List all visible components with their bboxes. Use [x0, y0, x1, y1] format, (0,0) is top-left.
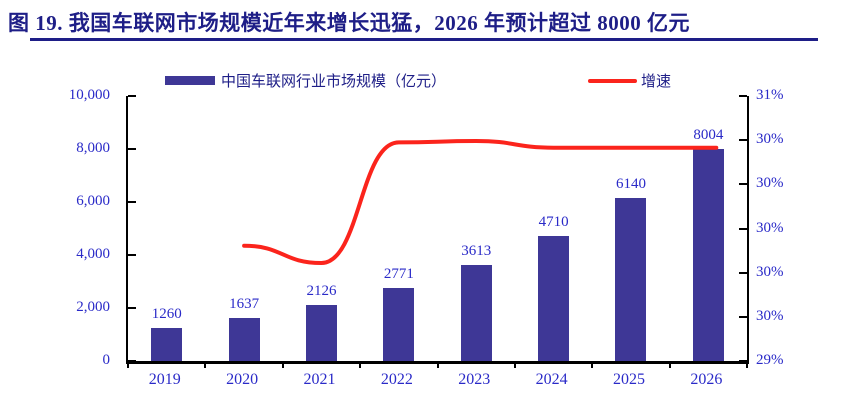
bar-value-label: 6140 — [615, 176, 646, 193]
left-axis-tick — [128, 148, 136, 150]
bar-value-label: 4710 — [538, 214, 569, 231]
bar-2026 — [692, 148, 724, 361]
bar-2024 — [538, 236, 570, 361]
right-axis-label: 30% — [756, 131, 784, 148]
right-axis-tick — [739, 315, 747, 318]
x-axis-tick — [359, 362, 362, 368]
bar-series-label: 中国车联网行业市场规模（亿元） — [221, 74, 447, 90]
x-axis-tick — [436, 362, 439, 368]
bar-2021 — [305, 304, 337, 361]
bar-2023 — [460, 265, 492, 361]
left-axis-label: 0 — [102, 352, 111, 368]
x-axis-label-2021: 2021 — [303, 371, 336, 388]
plot-area: 1260 1637 2126 2771 3613 4710 6140 8004 — [126, 95, 749, 368]
growth-rate-line-layer — [242, 138, 719, 266]
bar-value-label: 3613 — [461, 243, 492, 260]
bar-value-label: 2771 — [383, 265, 414, 282]
line-series-label: 增速 — [641, 74, 672, 90]
x-axis-tick — [204, 362, 207, 368]
right-axis-tick — [739, 139, 747, 142]
line-series-swatch — [588, 79, 637, 83]
x-axis-tick — [281, 362, 284, 368]
right-axis-label: 30% — [756, 219, 784, 236]
figure-title: 图 19. 我国车联网市场规模近年来增长迅猛，2026 年预计超过 8000 亿… — [8, 11, 690, 35]
x-axis-label-2026: 2026 — [690, 371, 723, 388]
left-axis-tick — [128, 95, 136, 97]
x-axis-tick — [746, 362, 748, 368]
bar-2020 — [228, 317, 260, 361]
left-axis-label: 8,000 — [76, 140, 110, 156]
left-axis-tick — [128, 360, 136, 362]
right-axis-tick — [739, 95, 747, 97]
x-axis-label-2019: 2019 — [148, 371, 181, 388]
bar-series-swatch — [165, 76, 215, 85]
title-divider — [30, 38, 818, 41]
right-axis-tick — [739, 183, 747, 186]
left-axis-tick — [128, 254, 136, 256]
bar-value-label: 1260 — [151, 305, 182, 322]
right-axis-tick — [739, 360, 747, 362]
x-axis-tick — [591, 362, 594, 368]
bar-2025 — [615, 198, 647, 361]
x-axis-label-2022: 2022 — [380, 371, 413, 388]
bar-value-label: 1637 — [229, 295, 260, 312]
bar-value-label: 2126 — [306, 282, 337, 299]
bar-2019 — [151, 327, 183, 361]
left-axis-label: 6,000 — [76, 193, 110, 209]
right-axis-tick — [739, 227, 747, 230]
growth-rate-line — [242, 138, 719, 266]
x-axis-label-2020: 2020 — [226, 371, 259, 388]
right-axis-label: 31% — [756, 87, 784, 103]
x-axis-tick — [668, 362, 671, 368]
left-axis-tick — [128, 307, 136, 309]
right-axis-tick — [739, 271, 747, 274]
right-axis-label: 30% — [756, 307, 784, 324]
left-axis-label: 2,000 — [76, 299, 110, 315]
right-axis-label: 30% — [756, 175, 784, 192]
bar-2022 — [383, 287, 415, 361]
x-axis-tick — [513, 362, 516, 368]
x-axis-label-2025: 2025 — [612, 371, 645, 388]
left-axis-label: 10,000 — [68, 87, 110, 103]
left-axis-label: 4,000 — [76, 246, 110, 262]
right-axis-label: 30% — [756, 263, 784, 280]
x-axis-label-2024: 2024 — [535, 371, 568, 388]
right-axis-label: 29% — [756, 352, 784, 368]
bar-value-label: 8004 — [693, 126, 724, 143]
x-axis-label-2023: 2023 — [458, 371, 491, 388]
left-axis-tick — [128, 201, 136, 203]
x-axis-tick — [127, 362, 129, 368]
